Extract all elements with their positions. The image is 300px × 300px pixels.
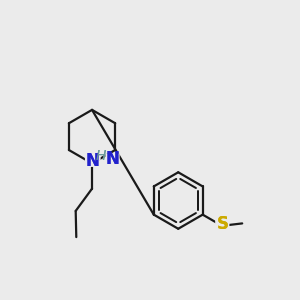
Text: S: S bbox=[216, 215, 228, 233]
Text: H: H bbox=[96, 149, 106, 163]
Text: H: H bbox=[96, 149, 106, 163]
Text: N: N bbox=[106, 150, 119, 168]
Text: S: S bbox=[216, 215, 228, 233]
FancyBboxPatch shape bbox=[85, 155, 99, 167]
FancyBboxPatch shape bbox=[89, 151, 100, 161]
Text: N: N bbox=[85, 152, 99, 170]
FancyBboxPatch shape bbox=[215, 218, 230, 230]
Text: N: N bbox=[106, 150, 119, 168]
Text: N: N bbox=[85, 152, 99, 170]
FancyBboxPatch shape bbox=[105, 153, 120, 165]
